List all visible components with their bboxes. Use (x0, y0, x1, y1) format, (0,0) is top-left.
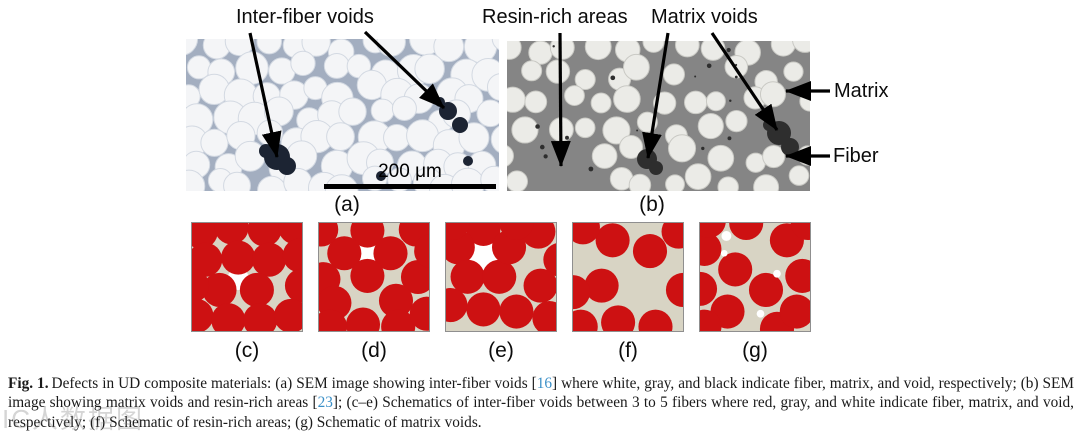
reference-23[interactable]: 23 (317, 394, 333, 412)
scale-bar (324, 184, 496, 189)
caption-text-3: ]; (c–e) Schematics of inter-fiber voids… (8, 394, 1074, 431)
panel-label-b: (b) (639, 193, 665, 216)
sem-image-a (186, 39, 499, 191)
label-inter-fiber-voids: Inter-fiber voids (236, 6, 374, 28)
label-resin-rich-areas: Resin-rich areas (482, 6, 628, 28)
panel-label-d: (d) (361, 339, 387, 362)
label-matrix: Matrix (834, 80, 889, 102)
caption-text-1: Defects in UD composite materials: (a) S… (51, 375, 537, 392)
panel-label-e: (e) (488, 339, 514, 362)
schematic-f-resin-rich-area (572, 222, 684, 332)
label-fiber: Fiber (833, 145, 879, 167)
panel-label-g: (g) (742, 339, 768, 362)
panel-label-f: (f) (618, 339, 638, 362)
sem-image-b (507, 41, 810, 191)
label-matrix-voids: Matrix voids (651, 6, 758, 28)
schematic-e-inter-fiber-void-5 (445, 222, 557, 332)
figure-caption: Fig. 1. Defects in UD composite materials… (8, 374, 1074, 432)
schematic-c-inter-fiber-void-3 (191, 222, 303, 332)
panel-label-a: (a) (334, 193, 360, 216)
panel-label-c: (c) (234, 339, 260, 362)
caption-fig-label: Fig. 1. (8, 375, 49, 392)
schematic-d-inter-fiber-void-4 (318, 222, 430, 332)
reference-16[interactable]: 16 (536, 375, 553, 392)
scale-bar-label: 200 μm (378, 161, 442, 182)
caption-text-2: ] where white, gray, and black indicate … (8, 375, 1074, 412)
schematic-g-matrix-voids (699, 222, 811, 332)
